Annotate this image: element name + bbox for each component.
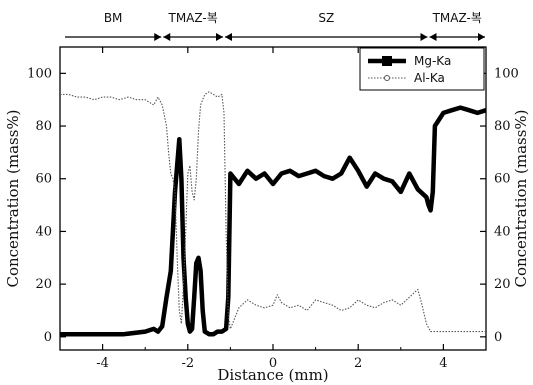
legend-label: Al-Ka [414, 71, 445, 85]
zone-label: TMAZ-복 [432, 11, 482, 25]
y-tick-label-right: 100 [494, 66, 519, 81]
x-tick-label: 4 [439, 356, 447, 371]
zone-arrowhead [216, 33, 224, 41]
y-tick-label-left: 20 [35, 277, 52, 292]
zone-label: BM [104, 11, 123, 25]
zone-label: SZ [318, 11, 334, 25]
zone-arrowhead [429, 33, 437, 41]
y-tick-label-right: 0 [494, 330, 502, 345]
y-tick-label-left: 60 [35, 172, 52, 187]
series-line-al-ka [60, 91, 486, 333]
legend-marker-dot [384, 75, 390, 81]
zone-arrowhead [420, 33, 428, 41]
legend-box [359, 47, 485, 91]
legend-label: Mg-Ka [414, 54, 451, 68]
x-tick-label: -4 [96, 356, 109, 371]
zone-bar: BM TMAZ-복 SZ TMAZ-복 [65, 11, 485, 41]
y-tick-label-right: 80 [494, 119, 511, 134]
legend-marker-square [382, 56, 392, 66]
legend: Mg-Ka Al-Ka [359, 47, 485, 91]
y-axis-label-right: Concentration (mass%) [512, 109, 530, 287]
zone-label: TMAZ-복 [167, 11, 217, 25]
y-tick-label-right: 60 [494, 172, 511, 187]
series-layer [60, 91, 487, 337]
x-axis-label: Distance (mm) [217, 366, 328, 384]
zone-arrowhead [154, 33, 162, 41]
zone-arrowhead [225, 33, 233, 41]
y-tick-label-left: 80 [35, 119, 52, 134]
x-tick-label: 2 [354, 356, 362, 371]
y-axis-label-left: Concentration (mass%) [4, 109, 22, 287]
x-tick-label: -2 [181, 356, 194, 371]
zone-arrowhead [478, 33, 485, 41]
y-tick-label-right: 40 [494, 224, 511, 239]
y-tick-label-left: 100 [27, 66, 52, 81]
x-tick-label: 0 [269, 356, 277, 371]
zone-arrowhead [163, 33, 171, 41]
y-tick-label-right: 20 [494, 277, 511, 292]
y-tick-label-left: 0 [44, 330, 52, 345]
series-line-mg-ka [60, 105, 487, 337]
y-tick-label-left: 40 [35, 224, 52, 239]
